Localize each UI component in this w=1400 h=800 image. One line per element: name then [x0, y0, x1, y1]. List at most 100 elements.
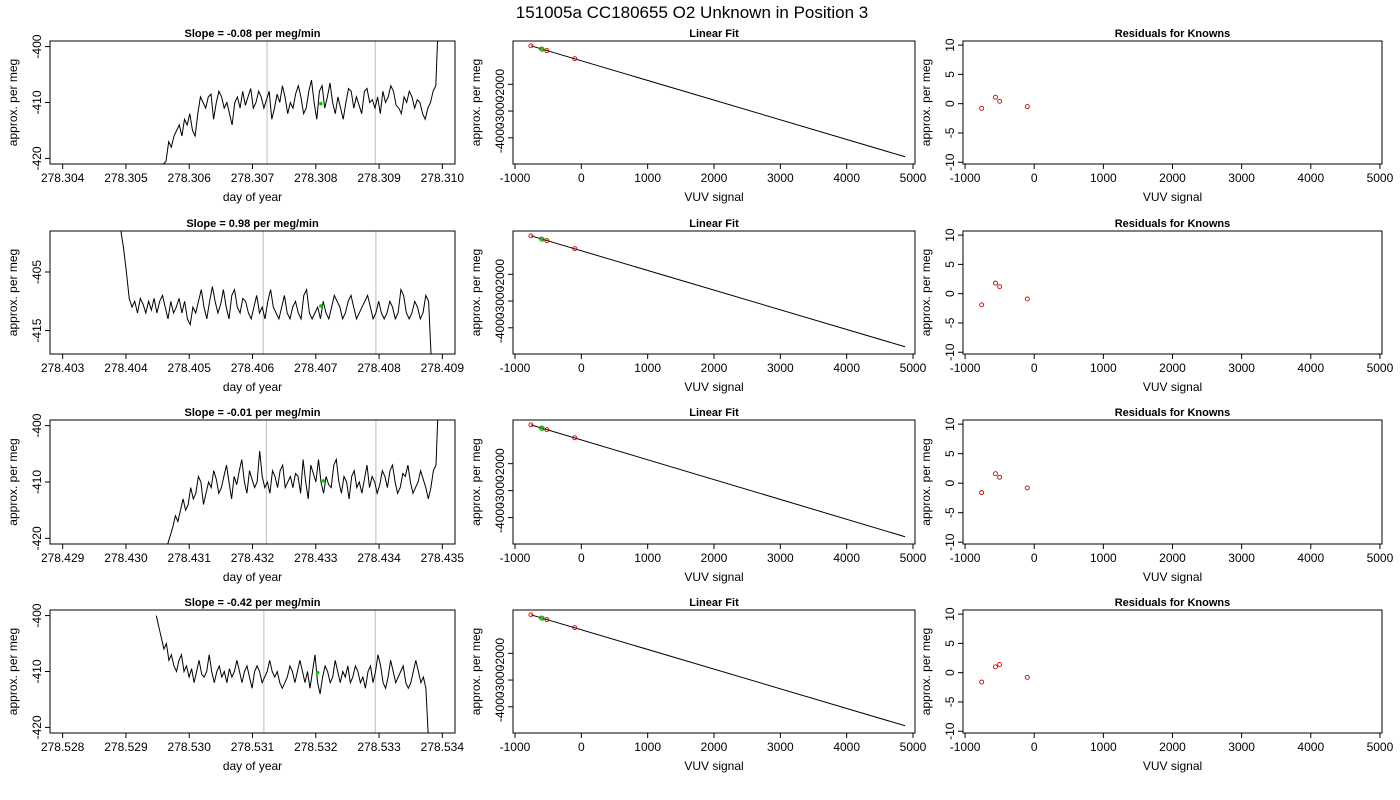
panel-3-3: Residuals for Knowns -1000 0 1000 2000 3000 40…	[919, 407, 1394, 584]
y-tick-label: 0	[943, 100, 957, 107]
panel-4-2: Linear Fit -1000 0 1000 2000 3000 4000 5000 -200…	[469, 597, 927, 773]
y-axis-label: approx. per meg	[6, 438, 20, 525]
plot-frame	[49, 230, 456, 355]
x-tick-label: -1000	[950, 171, 981, 185]
unknown-point-marker	[539, 615, 545, 621]
fit-line	[530, 614, 906, 727]
data-point	[993, 94, 998, 100]
y-tick-label: -5	[943, 696, 957, 707]
plot-frame	[512, 230, 916, 355]
plot-frame	[962, 230, 1383, 355]
data-point	[979, 490, 985, 496]
y-tick-label: -10	[943, 533, 957, 551]
plot-frame	[49, 419, 456, 545]
y-tick-label: -415	[30, 318, 44, 342]
plot-frame	[962, 609, 1383, 734]
x-tick-label: 0	[578, 740, 585, 754]
x-tick-label: 4000	[833, 361, 860, 375]
x-tick-label: 278.409	[421, 361, 465, 375]
unknown-point-marker	[539, 236, 545, 242]
plot-area	[162, 41, 439, 164]
panel-title: Slope = -0.08 per meg/min	[184, 28, 320, 40]
y-tick-label: -400	[30, 603, 44, 627]
x-tick-label: 3000	[1228, 361, 1255, 375]
x-axis-label: day of year	[223, 380, 282, 394]
x-tick-label: 5000	[1367, 551, 1394, 565]
plot-area	[120, 231, 432, 354]
y-axis-label: approx. per meg	[469, 249, 483, 336]
x-axis-label: VUV signal	[1143, 570, 1202, 584]
y-tick-label: -420	[30, 146, 44, 170]
x-tick-label: 4000	[833, 551, 860, 565]
x-tick-label: 3000	[767, 740, 794, 754]
x-tick-label: 4000	[833, 740, 860, 754]
x-tick-label: -1000	[500, 740, 531, 754]
x-tick-label: 278.432	[231, 551, 275, 565]
y-axis-label: approx. per meg	[919, 628, 933, 715]
y-tick-label: -2000	[493, 259, 507, 290]
y-tick-label: -400	[30, 413, 44, 437]
y-axis-label: approx. per meg	[919, 438, 933, 525]
x-axis-label: VUV signal	[684, 570, 743, 584]
y-tick-label: -420	[30, 715, 44, 739]
panel-2-2: Linear Fit -1000 0 1000 2000 3000 4000 5000 -200…	[469, 218, 927, 394]
x-tick-label: 278.530	[168, 740, 212, 754]
mean-point-marker	[319, 101, 323, 106]
x-tick-label: 278.429	[41, 551, 85, 565]
data-point	[1024, 104, 1030, 110]
panel-1-2: Linear Fit -1000 0 1000 2000 3000 4000 5000 -200…	[469, 28, 927, 204]
data-point	[979, 302, 985, 308]
plot-frame	[512, 419, 916, 545]
fit-line	[530, 424, 906, 538]
y-tick-label: 10	[943, 228, 957, 242]
signal-trace	[120, 231, 432, 354]
x-tick-label: 3000	[767, 361, 794, 375]
y-tick-label: -10	[943, 722, 957, 740]
x-tick-label: 3000	[1228, 740, 1255, 754]
plot-area	[155, 610, 429, 733]
x-tick-label: 5000	[1367, 361, 1394, 375]
x-tick-label: -1000	[950, 740, 981, 754]
data-point	[528, 422, 534, 428]
x-tick-label: 278.304	[41, 171, 85, 185]
plot-frame	[49, 609, 456, 734]
panel-4-1: Slope = -0.42 per meg/min 278.528 278.529 2…	[6, 597, 464, 773]
x-axis-label: day of year	[223, 190, 282, 204]
x-axis-label: VUV signal	[1143, 380, 1202, 394]
x-tick-label: 278.431	[168, 551, 212, 565]
data-point	[1024, 674, 1030, 680]
x-tick-label: 4000	[1297, 551, 1324, 565]
panel-1-1: Slope = -0.08 per meg/min 278.304 278.305 2…	[6, 28, 464, 204]
y-axis-label: approx. per meg	[6, 59, 20, 146]
panel-2-1: Slope = 0.98 per meg/min 278.403 278.404 27…	[6, 218, 464, 394]
y-tick-label: 5	[943, 450, 957, 457]
panel-title: Slope = 0.98 per meg/min	[186, 218, 319, 230]
plot-frame	[962, 419, 1383, 545]
data-point	[1024, 296, 1030, 302]
y-axis-label: approx. per meg	[919, 249, 933, 336]
x-tick-label: 278.433	[294, 551, 338, 565]
panel-title: Slope = -0.42 per meg/min	[184, 597, 320, 609]
data-point	[572, 435, 578, 441]
y-tick-label: -2000	[493, 69, 507, 100]
x-tick-label: 2000	[1159, 361, 1186, 375]
fit-line	[530, 235, 906, 348]
x-tick-label: 278.307	[231, 171, 275, 185]
x-axis-label: day of year	[223, 570, 282, 584]
panel-2-3: Residuals for Knowns -1000 0 1000 2000 3000 40…	[919, 218, 1394, 394]
x-tick-label: 278.533	[357, 740, 401, 754]
mean-point-marker	[315, 670, 320, 675]
x-tick-label: 5000	[1367, 740, 1394, 754]
y-tick-label: 10	[943, 607, 957, 621]
data-point	[544, 238, 550, 244]
signal-trace	[162, 41, 439, 164]
x-tick-label: 3000	[1228, 171, 1255, 185]
x-tick-label: 278.435	[421, 551, 465, 565]
x-tick-label: 0	[578, 551, 585, 565]
y-tick-label: -5	[943, 127, 957, 138]
x-tick-label: 278.404	[104, 361, 148, 375]
x-axis-label: VUV signal	[684, 380, 743, 394]
x-tick-label: 278.430	[104, 551, 148, 565]
panel-title: Linear Fit	[689, 218, 739, 230]
y-axis-label: approx. per meg	[469, 438, 483, 525]
